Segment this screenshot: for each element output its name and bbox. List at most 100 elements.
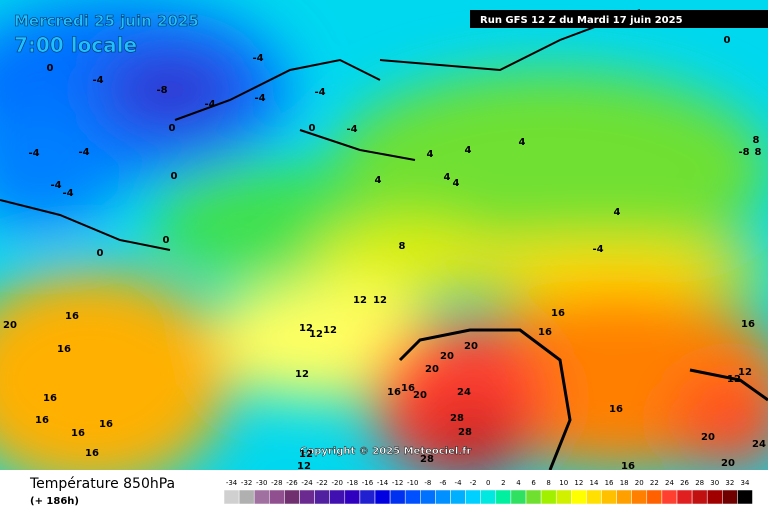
footer-subtitle: (+ 186h) [30,496,79,507]
coastline [0,9,641,251]
contour-label: 16 [551,308,565,319]
legend-swatch [299,489,315,505]
contour-label: 0 [97,248,104,259]
contour-label: 24 [752,439,766,450]
legend-swatch [706,489,723,505]
legend-tick-label: -30 [256,479,267,487]
legend-tick-label: 20 [635,479,644,487]
legend-swatch [646,489,663,505]
copyright: Copyright © 2025 Meteociel.fr [300,446,471,457]
contour-label: 16 [85,448,99,459]
contour-label: 4 [519,137,526,148]
contour-label: 16 [43,393,57,404]
contour-label: -4 [252,53,263,64]
contour-label: 16 [401,383,415,394]
contour-label: 4 [375,175,382,186]
contour-label: 20 [440,351,454,362]
contour-label: 12 [299,323,313,334]
legend-tick-label: -2 [470,479,477,487]
contour-label: 20 [464,341,478,352]
contour-label: -4 [62,188,73,199]
temperature-field [0,0,768,470]
legend-tick-label: 12 [574,479,583,487]
contour-label: 12 [299,449,313,460]
legend-swatch [691,489,708,505]
contour-label: 0 [171,171,178,182]
contour-label: 16 [99,419,113,430]
legend-tick-label: 10 [559,479,568,487]
legend-tick-label: -14 [377,479,389,487]
contour-label: 12 [323,325,337,336]
contour-label: 16 [741,319,755,330]
contour-label: 16 [57,344,71,355]
run-box [470,10,768,28]
legend-swatch [495,489,512,505]
contour-label: 4 [444,172,451,183]
contour-label: 20 [721,458,735,469]
contour-label: 16 [65,311,79,322]
legend-swatch [404,489,421,505]
legend-tick-label: -24 [301,479,313,487]
run-label: Run GFS 12 Z du Mardi 17 juin 2025 [480,15,683,26]
contour-label: 12 [353,295,367,306]
legend-swatch [586,489,602,505]
legend-swatch [465,489,481,505]
legend-swatch [737,489,753,505]
legend-tick-label: 26 [680,479,689,487]
legend-swatch [238,489,255,505]
contour-label: -4 [254,93,265,104]
contour-label: -4 [314,87,325,98]
legend-tick-label: 18 [620,479,629,487]
contour-label: 12 [295,369,309,380]
legend-swatch [389,489,406,505]
legend-tick-label: 24 [665,479,674,487]
legend-tick-label: -16 [362,479,374,487]
contour-label: 4 [614,207,621,218]
legend-swatch [223,489,240,505]
contour-label: -4 [92,75,103,86]
legend-swatch [314,489,330,505]
contour-label: 12 [297,461,311,472]
legend-swatch [374,489,391,505]
legend-tick-label: 16 [605,479,614,487]
legend-tick-label: -26 [286,479,298,487]
contour-label: 12 [738,367,752,378]
contour-label: 16 [71,428,85,439]
legend-swatch [571,489,587,505]
date-label: Mercredi 25 juin 2025 [14,12,199,30]
contour-label: 24 [457,387,471,398]
legend-tick-label: 0 [486,479,490,487]
contour-label: -4 [50,180,61,191]
legend-swatch [616,489,632,505]
contour-label: -4 [592,244,603,255]
contour-label: 28 [420,454,434,465]
time-label: 7:00 locale [14,33,137,57]
legend-swatch [676,489,693,505]
contour-label: 8 [755,147,762,158]
contour-label: 8 [753,135,760,146]
contour-label: 0 [169,123,176,134]
contour-label: 0 [47,63,54,74]
contour-label: 4 [427,149,434,160]
legend-tick-label: -10 [407,479,418,487]
legend-swatch [540,489,557,505]
contour-label: 28 [450,413,464,424]
legend-tick-label: 14 [589,479,598,487]
legend-tick-label: 30 [710,479,719,487]
legend-swatch [631,489,648,505]
contour-label: 4 [465,145,472,156]
legend-swatch [284,489,300,505]
legend-tick-label: 32 [725,479,734,487]
legend-tick-label: -18 [347,479,358,487]
contour-label: 20 [3,320,17,331]
contour-label: -4 [28,148,39,159]
contour-label: -4 [204,99,215,110]
legend-tick-label: -34 [226,479,238,487]
legend-swatch [329,489,346,505]
legend-swatch [269,489,285,505]
legend-swatch [555,489,572,505]
legend-swatch [601,489,617,505]
contour-label: -4 [78,147,89,158]
contour-label: 0 [163,235,170,246]
